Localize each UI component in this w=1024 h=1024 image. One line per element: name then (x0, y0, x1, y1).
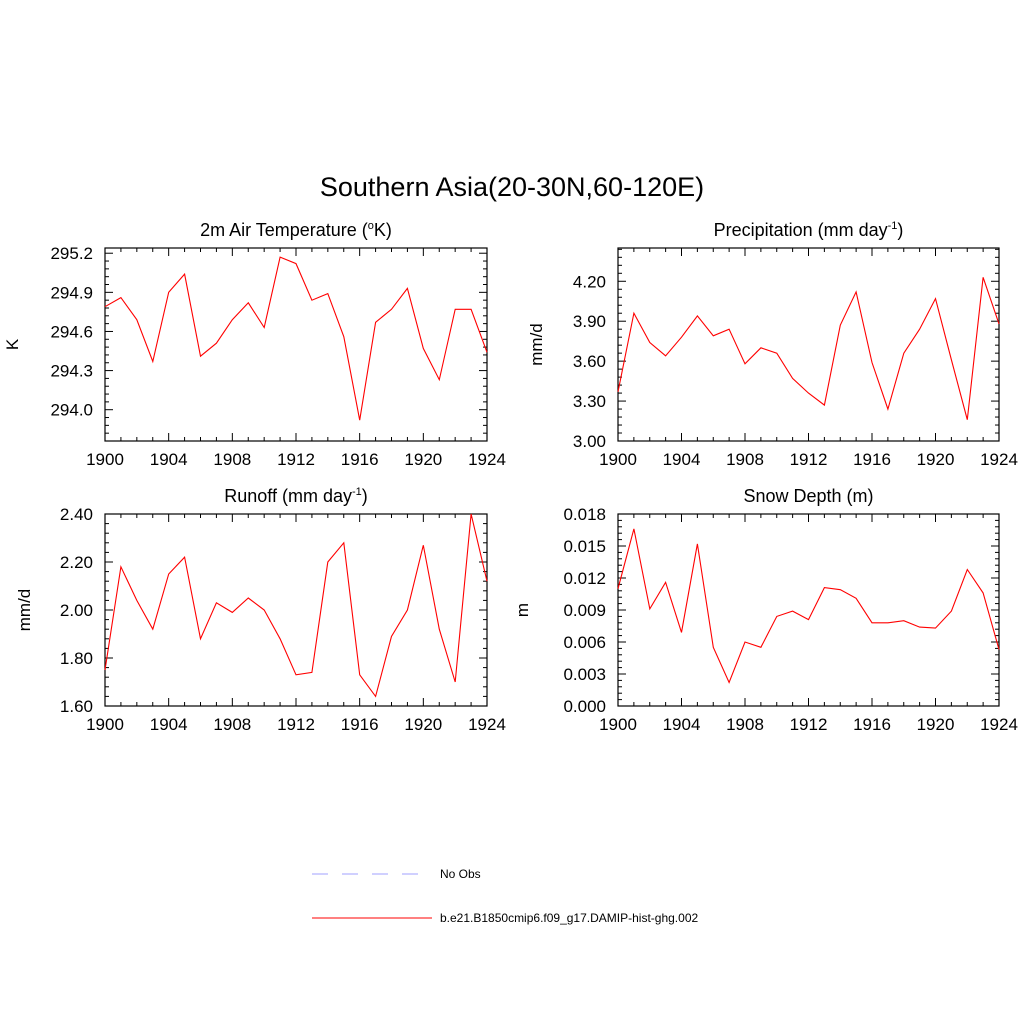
x-tick-label: 1908 (213, 450, 251, 469)
y-tick-label: 2.40 (60, 505, 93, 524)
x-tick-label: 1904 (663, 715, 701, 734)
panel-precipitation: Precipitation (mm day-1) 1900 1904 1908 1912… (527, 220, 1018, 469)
x-tick-label: 1916 (853, 715, 891, 734)
y-axis-label: mm/d (15, 589, 34, 632)
y-tick-label: 4.20 (573, 272, 606, 291)
legend: No Obs b.e21.B1850cmip6.f09_g17.DAMIP-hi… (312, 867, 698, 925)
series-line (104, 513, 488, 698)
x-tick-label: 1912 (277, 450, 315, 469)
panel-title-main: Runoff (mm day (224, 486, 352, 506)
panel-title-main: Precipitation (mm day (714, 220, 888, 240)
plot-frame (104, 513, 488, 707)
x-tick-label: 1900 (599, 450, 637, 469)
panel-title-main: 2m Air Temperature ( (200, 220, 368, 240)
x-tick-label: 1912 (277, 715, 315, 734)
x-tick-label: 1920 (404, 715, 442, 734)
x-tick-label: 1908 (726, 715, 764, 734)
x-tick-label: 1912 (790, 715, 828, 734)
y-axis-label: mm/d (527, 323, 546, 366)
y-tick-label: 294.6 (50, 322, 93, 341)
y-tick-label: 0.018 (563, 505, 606, 524)
series-line (104, 256, 488, 421)
panel-air-temperature: 2m Air Temperature (oK) 1900 1904 1908 1912 1… (3, 220, 506, 469)
series-line (617, 277, 1000, 420)
x-tick-label: 1924 (980, 450, 1018, 469)
x-tick-label: 1916 (853, 450, 891, 469)
x-tick-label: 1904 (663, 450, 701, 469)
y-tick-label: 1.60 (60, 697, 93, 716)
y-tick-label: 3.30 (573, 392, 606, 411)
plot-frame (104, 247, 488, 442)
y-tick-label: 0.012 (563, 569, 606, 588)
y-tick-label: 3.00 (573, 432, 606, 451)
x-tick-label: 1900 (86, 450, 124, 469)
y-tick-label: 2.20 (60, 553, 93, 572)
y-tick-label: 295.2 (50, 244, 93, 263)
y-tick-label: 3.60 (573, 352, 606, 371)
y-tick-label: 0.006 (563, 633, 606, 652)
y-tick-label: 0.009 (563, 601, 606, 620)
panel-title-rest: ) (897, 220, 903, 240)
y-tick-label: 294.0 (50, 401, 93, 420)
x-tick-label: 1924 (980, 715, 1018, 734)
x-tick-label: 1900 (86, 715, 124, 734)
plot-frame (617, 513, 1000, 707)
y-tick-label: 3.90 (573, 312, 606, 331)
y-tick-label: 0.015 (563, 537, 606, 556)
y-tick-label: 294.9 (50, 283, 93, 302)
y-axis-label: K (3, 338, 22, 350)
x-tick-label: 1916 (341, 715, 379, 734)
x-tick-label: 1920 (917, 715, 955, 734)
y-axis-label: m (513, 603, 532, 617)
legend-label-no-obs: No Obs (440, 867, 481, 881)
x-tick-label: 1904 (150, 715, 188, 734)
panel-title: 2m Air Temperature (oK) (200, 220, 392, 240)
y-tick-label: 1.80 (60, 649, 93, 668)
panel-title-sup: -1 (352, 486, 362, 498)
x-tick-label: 1908 (213, 715, 251, 734)
panel-title-main: Snow Depth (m) (743, 486, 873, 506)
x-tick-label: 1920 (917, 450, 955, 469)
x-tick-label: 1904 (150, 450, 188, 469)
panel-title-rest: ) (362, 486, 368, 506)
figure-title: Southern Asia(20-30N,60-120E) (320, 172, 704, 202)
x-tick-label: 1924 (468, 450, 506, 469)
y-tick-label: 0.003 (563, 665, 606, 684)
y-tick-label: 294.3 (50, 362, 93, 381)
series-line (617, 528, 1000, 684)
y-tick-label: 2.00 (60, 601, 93, 620)
y-tick-label: 0.000 (563, 697, 606, 716)
x-tick-label: 1920 (404, 450, 442, 469)
panel-title: Snow Depth (m) (743, 486, 873, 506)
panel-title: Precipitation (mm day-1) (714, 220, 904, 240)
legend-label-model: b.e21.B1850cmip6.f09_g17.DAMIP-hist-ghg.… (440, 911, 698, 925)
panel-snow-depth: Snow Depth (m) 1900 1904 1908 1912 1916 1920 19… (513, 486, 1018, 734)
panel-title-rest: K) (374, 220, 392, 240)
panel-title: Runoff (mm day-1) (224, 486, 368, 506)
panel-title-sup: o (368, 220, 374, 232)
x-tick-label: 1916 (341, 450, 379, 469)
x-tick-label: 1924 (468, 715, 506, 734)
x-tick-label: 1908 (726, 450, 764, 469)
panel-runoff: Runoff (mm day-1) 1900 1904 1908 1912 1916 192… (15, 486, 506, 734)
x-tick-label: 1912 (790, 450, 828, 469)
x-tick-label: 1900 (599, 715, 637, 734)
panel-title-sup: -1 (888, 220, 898, 232)
